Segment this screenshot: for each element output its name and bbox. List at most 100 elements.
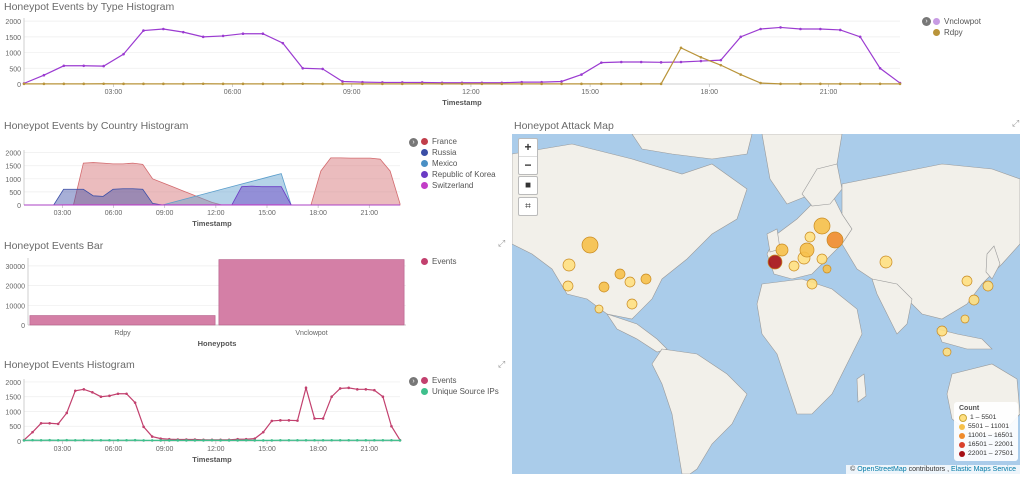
data-point — [819, 82, 822, 86]
data-point — [122, 82, 125, 86]
x-tick-label: Rdpy — [114, 330, 131, 337]
legend-toggle-icon[interactable]: › — [409, 138, 418, 147]
data-point — [261, 430, 265, 434]
legend-item-events[interactable]: Events — [421, 256, 456, 267]
land-south-america — [651, 348, 748, 474]
data-point — [185, 439, 188, 442]
data-point — [296, 438, 299, 442]
legend-item-events[interactable]: Events — [421, 375, 499, 386]
data-point — [287, 419, 291, 422]
data-point — [221, 34, 225, 38]
data-point — [580, 73, 583, 76]
x-tick-label: Vnclowpot — [295, 330, 327, 337]
data-point — [125, 438, 128, 442]
data-point — [440, 82, 444, 86]
legend-item-france[interactable]: France — [421, 136, 496, 147]
legend-item-korea[interactable]: Republic of Korea — [421, 169, 496, 180]
ems-link[interactable]: Elastic Maps Service — [951, 466, 1016, 473]
data-point — [150, 439, 154, 442]
legend-item-russia[interactable]: Russia — [421, 147, 496, 158]
data-point — [321, 82, 324, 86]
legend-item-switzerland[interactable]: Switzerland — [421, 180, 496, 191]
attack-point — [804, 231, 816, 243]
y-tick-label: 1000 — [5, 409, 21, 416]
bar-title: Honeypot Events Bar — [4, 240, 104, 252]
data-point — [819, 27, 822, 31]
data-point — [390, 424, 393, 428]
attack-map[interactable]: + − ■ ⌗ Count 1 – 5501 5501 – 11001 1100… — [512, 134, 1020, 474]
y-tick-label: 0 — [17, 203, 21, 210]
data-point — [176, 439, 180, 442]
legend-toggle-icon[interactable]: › — [409, 377, 418, 386]
data-point — [219, 439, 222, 442]
y-tick-label: 500 — [9, 66, 21, 73]
attack-point — [581, 236, 599, 254]
y-tick-label: 20000 — [6, 284, 26, 291]
data-point — [122, 52, 125, 56]
data-point — [91, 438, 94, 442]
legend-item-vnclowpot[interactable]: Vnclowpot — [933, 16, 981, 27]
data-point — [142, 439, 145, 442]
draw-rectangle-button[interactable]: ■ — [518, 176, 538, 195]
data-point — [520, 82, 524, 86]
legend-toggle-icon[interactable]: › — [922, 17, 931, 26]
data-point — [858, 82, 862, 86]
attack-point — [879, 255, 893, 269]
data-point — [739, 35, 743, 39]
attack-point — [982, 280, 994, 292]
bar — [218, 259, 405, 326]
country-legend: France Russia Mexico Republic of Korea S… — [421, 136, 496, 191]
legend-item-mexico[interactable]: Mexico — [421, 158, 496, 169]
zoom-out-button[interactable]: − — [524, 158, 532, 172]
data-point — [201, 82, 205, 86]
data-point — [355, 438, 359, 442]
data-point — [699, 59, 703, 63]
data-point — [162, 27, 165, 31]
expand-icon[interactable]: ⤢ — [1012, 118, 1020, 128]
type-histogram-title: Honeypot Events by Type Histogram — [4, 1, 175, 13]
land-africa — [756, 278, 863, 415]
data-point — [364, 438, 368, 442]
data-point — [540, 82, 543, 86]
type-histogram-chart: 0 500 1000 1500 2000 03:00 06:00 09:00 12:00 15:0… — [5, 18, 902, 107]
data-point — [560, 80, 563, 83]
osm-link[interactable]: OpenStreetMap — [857, 466, 907, 473]
legend-item-unique-ips[interactable]: Unique Source IPs — [421, 386, 499, 397]
data-point — [91, 390, 94, 394]
data-point — [373, 438, 376, 442]
data-point — [221, 82, 225, 86]
x-tick-label: 18:00 — [701, 89, 719, 96]
expand-icon[interactable]: ⤢ — [498, 359, 506, 369]
data-point — [73, 389, 77, 393]
bar-chart: 0 10000 20000 30000 Honeypots Rdpy Vnclowpot — [6, 258, 406, 348]
fit-bounds-button[interactable]: ⌗ — [518, 197, 538, 216]
data-point — [619, 82, 623, 86]
events-histogram-chart: 0 500 1000 1500 2000 03:00 06:00 09:00 12:00 15:0… — [5, 379, 402, 464]
data-point — [381, 438, 385, 442]
land-madagascar — [856, 373, 867, 403]
data-point — [116, 438, 120, 442]
type-legend: Vnclowpot Rdpy — [933, 16, 981, 38]
data-point — [261, 439, 265, 442]
data-point — [600, 82, 603, 86]
zoom-in-button[interactable]: + — [519, 139, 537, 157]
land-india — [871, 278, 913, 335]
data-point — [102, 64, 105, 68]
data-point — [73, 438, 77, 442]
data-point — [321, 438, 325, 442]
attack-point — [788, 260, 800, 272]
data-point — [201, 35, 205, 39]
data-point — [304, 386, 308, 390]
data-point — [338, 387, 342, 390]
data-point — [898, 82, 902, 86]
expand-icon[interactable]: ⤢ — [498, 238, 506, 248]
bar — [29, 315, 216, 326]
legend-item-rdpy[interactable]: Rdpy — [933, 27, 981, 38]
x-tick-label: 12:00 — [462, 89, 480, 96]
data-point — [719, 63, 723, 67]
data-point — [236, 439, 239, 442]
map-legend-item: 1 – 5501 — [959, 413, 1013, 422]
data-point — [301, 66, 305, 70]
data-point — [31, 430, 34, 434]
data-point — [279, 438, 282, 442]
